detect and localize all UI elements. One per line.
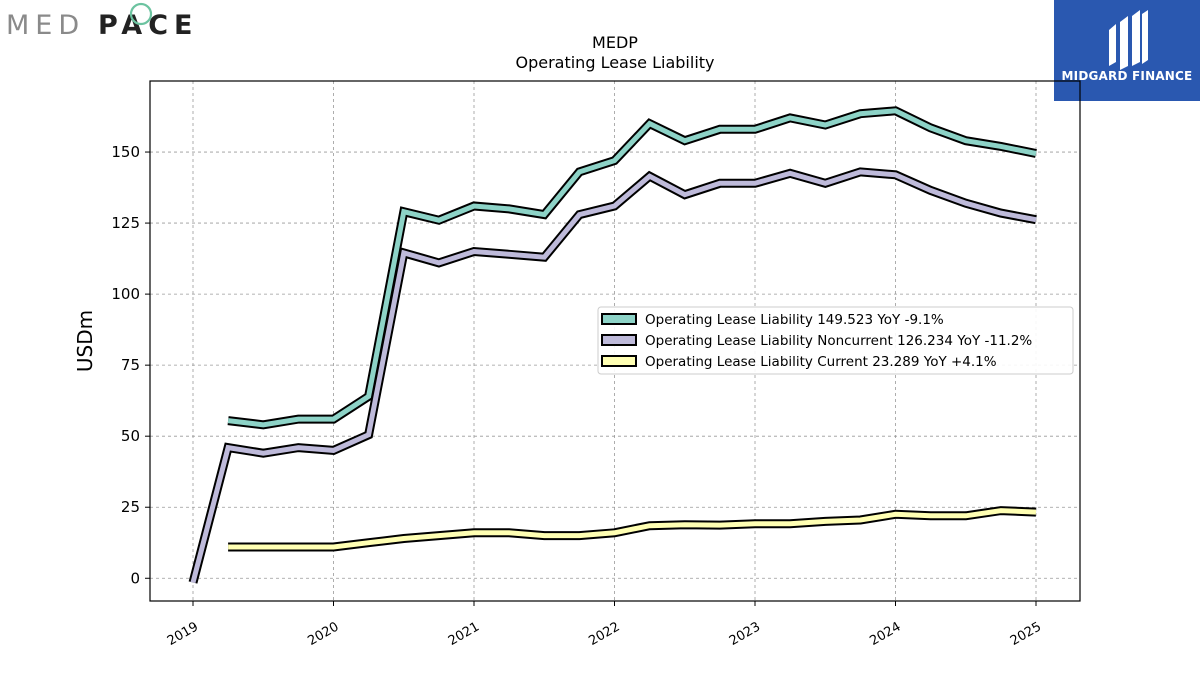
chart-title: MEDP	[592, 33, 638, 52]
legend-box	[597, 306, 1074, 375]
series-line	[227, 108, 1037, 428]
legend-label: Operating Lease Liability Current 23.289…	[645, 354, 997, 370]
legend: Operating Lease Liability 149.523 YoY -9…	[597, 306, 1074, 375]
series-line-outline	[227, 106, 1037, 430]
x-tick-label: 2020	[305, 619, 341, 649]
y-tick-label: 25	[121, 498, 140, 516]
midgard-emblem-icon	[1109, 10, 1148, 70]
series-layer	[188, 106, 1037, 584]
series-0	[227, 106, 1037, 430]
y-tick-label: 100	[111, 285, 140, 303]
y-tick-label: 125	[111, 214, 140, 232]
chart-subtitle: Operating Lease Liability	[515, 53, 714, 72]
y-axis: 0 25 50 75 100 125 150	[111, 143, 150, 587]
series-line	[228, 508, 1037, 550]
x-tick-label: 2023	[727, 619, 763, 649]
x-tick-label: 2025	[1008, 619, 1044, 649]
y-tick-label: 50	[121, 427, 140, 445]
legend-label: Operating Lease Liability 149.523 YoY -9…	[645, 312, 944, 328]
x-tick-label: 2024	[867, 619, 903, 649]
y-tick-label: 0	[130, 569, 140, 587]
x-tick-label: 2019	[165, 619, 201, 649]
series-2	[228, 506, 1037, 552]
series-1	[188, 167, 1037, 584]
x-tick-label: 2021	[446, 619, 482, 649]
midgard-finance-logo: MIDGARD FINANCE	[1054, 0, 1200, 101]
y-tick-label: 75	[121, 356, 140, 374]
legend-swatch	[601, 334, 637, 346]
midgard-finance-label: MIDGARD FINANCE	[1061, 69, 1193, 83]
logo-ring-icon	[129, 2, 153, 26]
legend-swatch	[601, 313, 637, 325]
logo-text-light: MED	[6, 10, 85, 41]
x-tick-label: 2022	[586, 619, 622, 649]
legend-label: Operating Lease Liability Noncurrent 126…	[645, 333, 1032, 349]
y-axis-label: USDm	[73, 310, 97, 372]
y-tick-label: 150	[111, 143, 140, 161]
x-axis: 2019 2020 2021 2022 2023 2024 2025	[165, 601, 1044, 649]
legend-swatch	[601, 355, 637, 367]
series-line	[190, 169, 1037, 584]
medpace-logo: MED PACE	[6, 2, 198, 41]
logo-text-dark: PACE	[98, 10, 198, 41]
